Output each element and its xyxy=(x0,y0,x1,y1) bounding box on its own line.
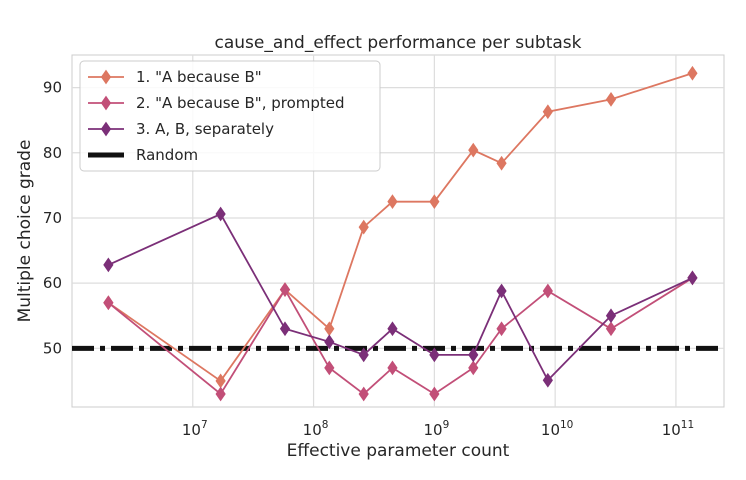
data-point-marker xyxy=(605,308,617,324)
y-axis-ticks: 50 60 70 80 90 xyxy=(43,79,62,358)
legend-entry-label: Random xyxy=(136,146,198,164)
data-point-marker xyxy=(429,194,440,210)
x-tick-base: 10 xyxy=(423,421,442,439)
data-point-marker xyxy=(687,270,698,286)
data-point-marker xyxy=(324,334,335,350)
x-tick-label: 108 xyxy=(303,419,329,439)
series-line xyxy=(107,72,693,383)
data-point-marker xyxy=(358,219,369,235)
x-tick-base: 10 xyxy=(541,421,560,439)
data-point-marker xyxy=(605,91,617,107)
legend-entry-label: 1. "A because B" xyxy=(136,68,262,86)
data-point-marker xyxy=(103,295,114,311)
data-point-marker xyxy=(215,386,226,402)
data-point-marker xyxy=(496,321,507,337)
data-point-marker xyxy=(542,104,553,120)
legend-entry-label: 2. "A because B", prompted xyxy=(136,94,345,112)
x-tick-exponent: 8 xyxy=(322,419,329,431)
legend: 1. "A because B" 2. "A because B", prompt… xyxy=(79,60,381,172)
x-tick-label: 109 xyxy=(423,419,449,439)
x-axis-label: Effective parameter count xyxy=(287,441,510,461)
chart-title: cause_and_effect performance per subtask xyxy=(214,33,581,53)
data-point-marker xyxy=(542,372,553,388)
data-point-marker xyxy=(103,257,114,273)
y-axis-label: Multiple choice grade xyxy=(15,140,35,323)
data-point-marker xyxy=(387,360,398,376)
y-tick-label: 50 xyxy=(43,339,62,357)
legend-swatch-marker xyxy=(100,121,112,137)
legend-box xyxy=(79,60,381,172)
data-point-marker xyxy=(468,142,479,158)
x-tick-base: 10 xyxy=(303,421,322,439)
data-point-marker xyxy=(542,283,553,299)
series-line xyxy=(107,277,693,396)
data-point-marker xyxy=(279,321,291,337)
x-tick-exponent: 11 xyxy=(681,419,694,431)
data-point-marker xyxy=(279,282,291,298)
data-point-marker xyxy=(468,360,479,376)
data-point-marker xyxy=(324,360,335,376)
series-group xyxy=(103,65,698,402)
data-point-marker xyxy=(358,347,369,363)
x-tick-label: 1011 xyxy=(662,419,694,439)
legend-swatch-marker xyxy=(100,69,112,85)
data-point-marker xyxy=(387,194,398,210)
y-tick-label: 90 xyxy=(43,79,62,97)
data-point-marker xyxy=(358,386,369,402)
data-point-marker xyxy=(687,65,698,81)
data-point-marker xyxy=(496,155,507,171)
x-tick-label: 1010 xyxy=(541,419,573,439)
y-tick-label: 80 xyxy=(43,144,62,162)
data-point-marker xyxy=(605,321,617,337)
series-line xyxy=(107,212,693,382)
data-point-marker xyxy=(387,321,398,337)
x-axis-ticks: 107 108 109 1010 1011 xyxy=(182,419,694,439)
data-point-marker xyxy=(496,283,507,299)
x-tick-base: 10 xyxy=(182,421,201,439)
data-point-marker xyxy=(429,386,440,402)
legend-swatch-marker xyxy=(100,95,112,111)
legend-entry-label: 3. A, B, separately xyxy=(136,120,274,138)
x-tick-label: 107 xyxy=(182,419,208,439)
y-tick-label: 70 xyxy=(43,209,62,227)
x-tick-base: 10 xyxy=(662,421,681,439)
y-tick-label: 60 xyxy=(43,274,62,292)
data-point-marker xyxy=(215,206,226,222)
x-tick-exponent: 10 xyxy=(560,419,573,431)
x-tick-exponent: 9 xyxy=(443,419,450,431)
data-point-marker xyxy=(468,347,479,363)
data-point-marker xyxy=(429,347,440,363)
x-tick-exponent: 7 xyxy=(201,419,208,431)
